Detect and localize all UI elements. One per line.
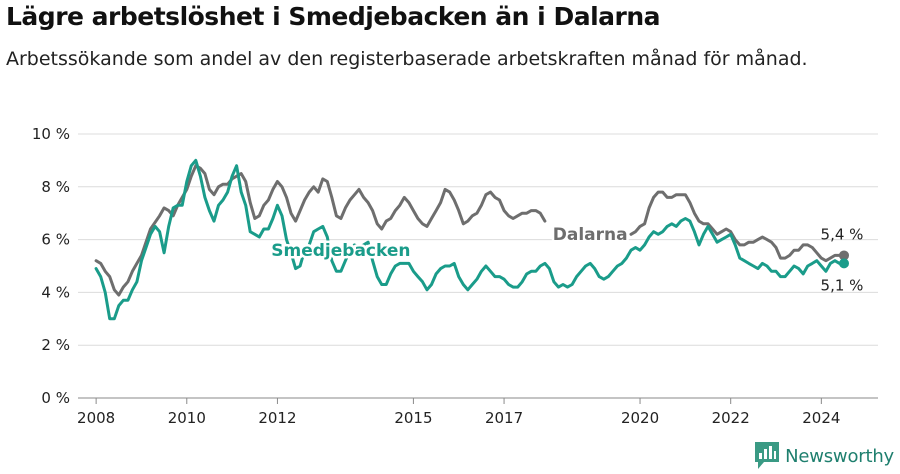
subtitle: Arbetssökande som andel av den registerb… — [6, 48, 808, 70]
title: Lägre arbetslöshet i Smedjebacken än i D… — [6, 2, 661, 31]
y-tick-label: 0 % — [41, 389, 70, 407]
brand-name: Newsworthy — [785, 445, 894, 467]
series-label-smedjebacken: Smedjebacken — [271, 241, 410, 261]
brand-logo: Newsworthy — [755, 442, 894, 470]
x-tick-label: 2024 — [802, 409, 840, 427]
x-tick-label: 2010 — [168, 409, 206, 427]
y-tick-label: 4 % — [41, 283, 70, 301]
series-line-smedjebacken — [94, 158, 846, 321]
end-point-smedjebacken — [839, 258, 850, 269]
gridlines — [78, 133, 878, 399]
x-tick-label: 2017 — [485, 409, 523, 427]
x-axis: 2008 2010 2012 2015 2017 2020 2022 2024 — [77, 398, 840, 427]
x-tick-label: 2012 — [258, 409, 296, 427]
x-tick-label: 2022 — [712, 409, 750, 427]
x-tick-label: 2020 — [621, 409, 659, 427]
y-axis: 0 % 2 % 4 % 6 % 8 % 10 % — [32, 125, 70, 407]
x-tick-label: 2008 — [77, 409, 115, 427]
end-point-dalarna — [839, 250, 850, 261]
series-labels: Dalarna Smedjebacken 5,4 % 5,1 % — [269, 223, 864, 295]
y-tick-label: 2 % — [41, 336, 70, 354]
y-tick-label: 8 % — [41, 178, 70, 196]
series-label-dalarna: Dalarna — [553, 225, 628, 245]
newsworthy-logo-icon — [755, 442, 780, 469]
end-label-smedjebacken: 5,1 % — [821, 276, 864, 294]
x-tick-label: 2015 — [394, 409, 432, 427]
end-label-dalarna: 5,4 % — [821, 225, 864, 243]
y-tick-label: 10 % — [32, 125, 70, 143]
series-line-dalarna — [629, 190, 846, 263]
y-tick-label: 6 % — [41, 231, 70, 249]
series — [94, 158, 850, 321]
